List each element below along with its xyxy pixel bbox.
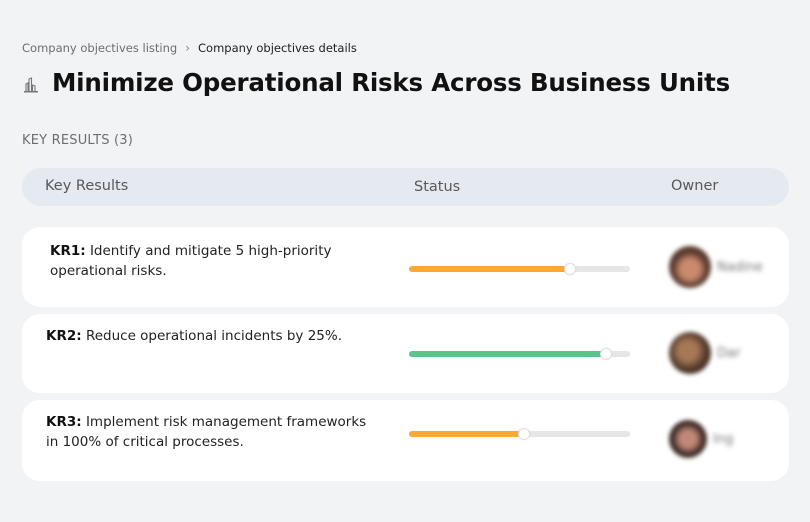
progress-thumb[interactable] (564, 263, 577, 275)
owner-name: Nadine (717, 259, 763, 275)
key-results-section-label: KEY RESULTS (3) (22, 133, 134, 148)
avatar (669, 332, 711, 374)
progress-thumb[interactable] (517, 428, 530, 440)
key-result-row[interactable]: KR1: Identify and mitigate 5 high-priori… (22, 227, 789, 307)
page-header: Minimize Operational Risks Across Busine… (22, 68, 730, 97)
key-result-text: Implement risk management frameworks in … (46, 414, 367, 450)
progress-fill (409, 266, 571, 272)
key-result-description: KR3: Implement risk management framework… (46, 412, 376, 452)
progress-fill (409, 431, 524, 437)
owner[interactable]: Dar (669, 332, 740, 374)
breadcrumb-current-objectives-details: Company objectives details (198, 41, 357, 55)
chevron-right-icon: › (185, 41, 191, 55)
key-result-row[interactable]: KR3: Implement risk management framework… (22, 400, 789, 481)
breadcrumb: Company objectives listing › Company obj… (22, 41, 357, 55)
key-result-text: Reduce operational incidents by 25%. (85, 328, 342, 344)
column-header-status: Status (414, 179, 461, 195)
key-results-table-header: Key Results Status Owner (22, 168, 789, 206)
owner-name: Dar (717, 345, 741, 361)
key-result-id: KR1: (50, 243, 86, 259)
progress-bar (409, 428, 630, 440)
key-result-id: KR2: (46, 328, 82, 344)
key-result-id: KR3: (46, 414, 82, 430)
progress-fill (409, 351, 606, 357)
progress-thumb[interactable] (599, 348, 612, 360)
progress-bar (409, 348, 630, 360)
owner[interactable]: Ing (669, 420, 733, 458)
key-result-text: Identify and mitigate 5 high-priority op… (50, 243, 332, 279)
breadcrumb-link-objectives-listing[interactable]: Company objectives listing (22, 41, 178, 55)
column-header-key-results: Key Results (45, 178, 129, 194)
owner-name: Ing (713, 431, 734, 447)
page-title: Minimize Operational Risks Across Busine… (52, 68, 731, 97)
column-header-owner: Owner (671, 178, 719, 194)
avatar (669, 420, 707, 458)
owner[interactable]: Nadine (669, 246, 763, 288)
progress-bar (409, 263, 630, 275)
avatar (669, 246, 711, 288)
key-result-row[interactable]: KR2: Reduce operational incidents by 25%… (22, 314, 789, 393)
key-result-description: KR2: Reduce operational incidents by 25%… (46, 326, 386, 346)
bar-chart-building-icon (22, 73, 42, 93)
key-result-description: KR1: Identify and mitigate 5 high-priori… (50, 241, 370, 281)
